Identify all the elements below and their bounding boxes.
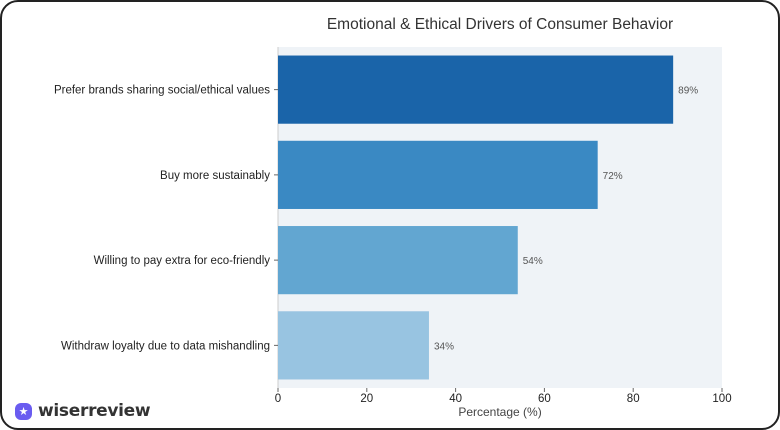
data-label-1: 72% xyxy=(603,171,623,182)
y-tick-label-0: Prefer brands sharing social/ethical val… xyxy=(54,85,270,97)
x-tick-label-0: 0 xyxy=(275,393,281,405)
y-tick-label-2: Willing to pay extra for eco-friendly xyxy=(94,255,271,267)
star-badge-icon: ★ xyxy=(15,402,32,420)
y-tick-label-3: Withdraw loyalty due to data mishandling xyxy=(61,340,270,352)
y-tick-label-1: Buy more sustainably xyxy=(160,170,270,182)
data-label-2: 54% xyxy=(523,256,543,267)
chart-title: Emotional & Ethical Drivers of Consumer … xyxy=(327,16,673,33)
data-label-0: 89% xyxy=(678,86,698,97)
x-tick-label-1: 20 xyxy=(360,393,373,405)
x-tick-label-4: 80 xyxy=(627,393,640,405)
brand-logo: ★ wiserreview xyxy=(15,401,151,421)
data-label-3: 34% xyxy=(434,341,454,352)
x-tick-label-2: 40 xyxy=(449,393,462,405)
bar-2 xyxy=(278,226,518,295)
brand-name: wiserreview xyxy=(38,401,151,421)
x-tick-label-5: 100 xyxy=(712,393,731,405)
bar-1 xyxy=(278,140,598,209)
bar-0 xyxy=(278,55,674,124)
bar-3 xyxy=(278,311,429,380)
x-tick-label-3: 60 xyxy=(538,393,551,405)
x-axis-label: Percentage (%) xyxy=(458,405,541,419)
